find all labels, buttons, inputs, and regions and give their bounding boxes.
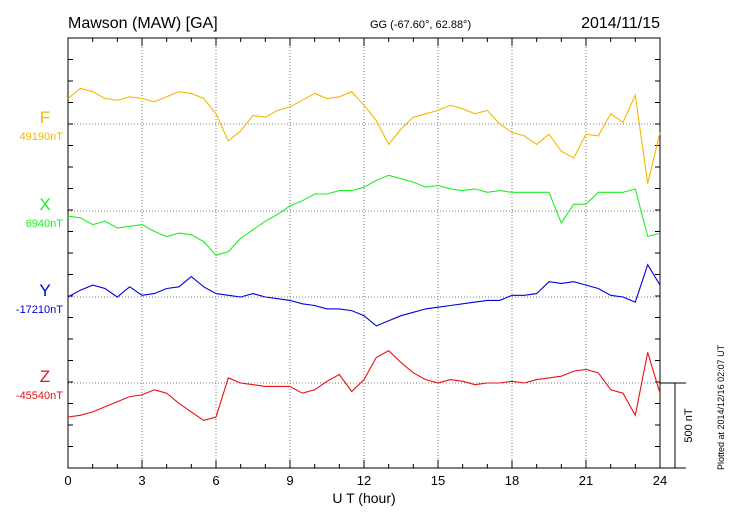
series-line-y	[67, 263, 661, 327]
series-labels: F 49190nT X 6940nT Y -17210nT Z -45540nT	[16, 108, 63, 402]
x-tick-label: 18	[505, 473, 519, 488]
series-line-f	[67, 87, 661, 184]
series-name-y: Y	[39, 281, 50, 300]
grid-lines	[68, 38, 660, 468]
x-tick-label: 12	[357, 473, 371, 488]
series-line-x	[67, 174, 661, 256]
series-name-x: X	[39, 195, 50, 214]
x-tick-label: 3	[138, 473, 145, 488]
series-line-z	[67, 350, 661, 421]
x-tick-label: 21	[579, 473, 593, 488]
geographic-coords: GG (-67.60°, 62.88°)	[370, 19, 471, 31]
chart-date: 2014/11/15	[581, 15, 660, 32]
series-baseline-f: 49190nT	[20, 131, 64, 143]
series-name-z: Z	[40, 367, 50, 386]
x-tick-label: 15	[431, 473, 445, 488]
series-lines	[67, 87, 661, 421]
plot-timestamp: Plotted at 2014/12/16 02:07 UT	[716, 344, 726, 470]
series-name-f: F	[40, 108, 50, 127]
x-tick-label: 6	[212, 473, 219, 488]
x-tick-label: 9	[286, 473, 293, 488]
x-tick-label: 0	[64, 473, 71, 488]
axis-ticks: 0 3 6 9 12 15 18 21 24	[64, 37, 667, 488]
series-baseline-x: 6940nT	[26, 218, 64, 230]
scale-bar: 500 nT	[660, 382, 695, 469]
x-tick-label: 24	[653, 473, 667, 488]
series-baseline-y: -17210nT	[16, 304, 63, 316]
station-title: Mawson (MAW) [GA]	[68, 15, 218, 32]
scale-bar-label: 500 nT	[683, 408, 695, 443]
series-baseline-z: -45540nT	[16, 390, 63, 402]
plot-frame	[67, 37, 661, 469]
x-axis-label: U T (hour)	[332, 490, 395, 506]
